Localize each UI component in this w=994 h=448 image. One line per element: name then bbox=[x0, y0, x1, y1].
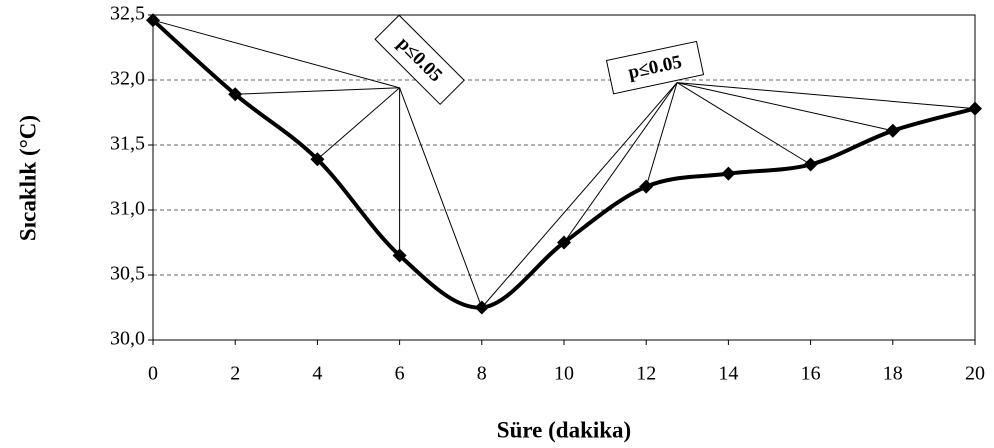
x-tick-label: 12 bbox=[636, 363, 656, 385]
annotation-line bbox=[399, 87, 483, 308]
series-line bbox=[151, 18, 976, 310]
annotation: p≤0.05 bbox=[605, 40, 705, 95]
annotation-line bbox=[676, 82, 893, 132]
x-tick-label: 10 bbox=[554, 363, 574, 385]
data-point bbox=[968, 101, 982, 116]
data-point bbox=[474, 300, 489, 315]
y-tick-label: 30,0 bbox=[110, 328, 145, 350]
annotation-line bbox=[235, 87, 400, 95]
plot-frame bbox=[152, 14, 976, 341]
x-tick-label: 2 bbox=[230, 363, 240, 385]
data-point bbox=[721, 166, 736, 181]
annotation-line bbox=[481, 82, 678, 308]
x-tick-label: 20 bbox=[965, 363, 985, 385]
data-point bbox=[310, 152, 325, 167]
x-tick-label: 14 bbox=[718, 363, 738, 385]
data-point bbox=[557, 235, 571, 250]
annotation-box bbox=[605, 40, 705, 95]
y-axis-title: Sıcaklık (°C) bbox=[15, 115, 40, 241]
y-tick-label: 31,0 bbox=[110, 198, 145, 220]
y-tick-label: 30,5 bbox=[110, 263, 145, 285]
data-point bbox=[639, 179, 654, 194]
x-tick-label: 4 bbox=[312, 363, 322, 385]
data-point bbox=[803, 157, 818, 172]
annotation-box bbox=[374, 14, 465, 106]
x-tick-label: 18 bbox=[883, 363, 903, 385]
x-tick-label: 6 bbox=[395, 363, 405, 385]
annotation: p≤0.05 bbox=[374, 14, 465, 106]
data-point bbox=[228, 87, 243, 102]
annotation-line bbox=[317, 87, 400, 160]
data-point bbox=[392, 248, 407, 263]
data-point bbox=[146, 13, 160, 28]
x-tick-label: 0 bbox=[148, 363, 158, 385]
annotation-line bbox=[152, 19, 400, 89]
x-tick-label: 8 bbox=[477, 363, 487, 385]
annotation-line bbox=[676, 82, 976, 110]
data-point bbox=[885, 123, 900, 138]
annotation-line bbox=[676, 82, 811, 165]
y-tick-label: 32,5 bbox=[110, 3, 145, 25]
y-tick-label: 31,5 bbox=[110, 133, 145, 155]
annotation-line bbox=[645, 82, 678, 187]
annotation-line bbox=[563, 82, 678, 243]
x-axis-title: Süre (dakika) bbox=[497, 417, 631, 442]
y-tick-label: 32,0 bbox=[110, 68, 145, 90]
x-tick-label: 16 bbox=[801, 363, 821, 385]
